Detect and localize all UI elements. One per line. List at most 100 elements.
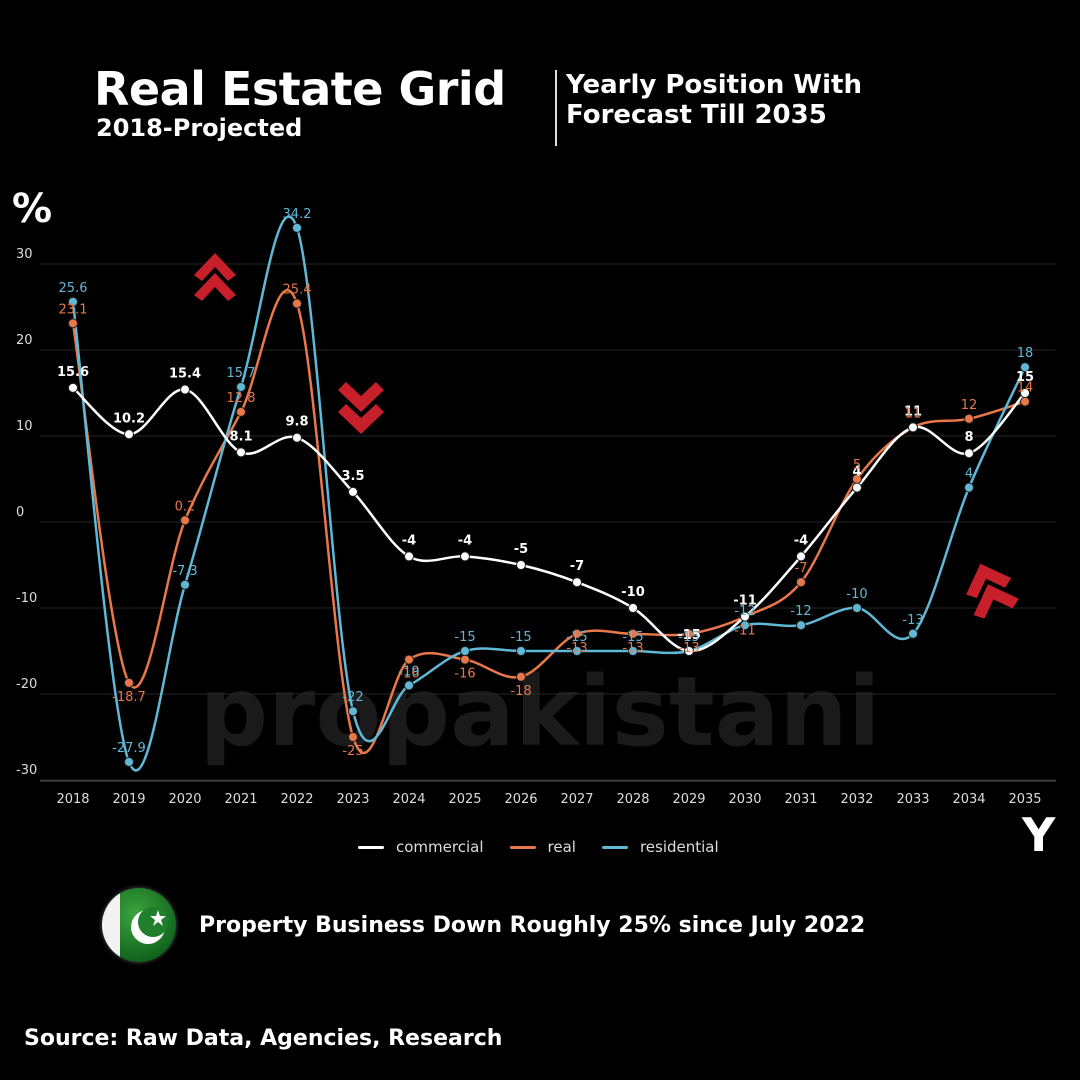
data-point-real: [796, 577, 806, 588]
data-point-commercial: [572, 577, 582, 588]
data-label-commercial: 15.6: [57, 365, 89, 380]
data-label-residential: 18: [1017, 346, 1034, 361]
x-tick-label: 2021: [224, 792, 257, 807]
x-tick-label: 2019: [112, 792, 145, 807]
data-label-residential: -19: [398, 664, 419, 679]
data-label-commercial: 8: [964, 430, 973, 445]
title-divider: [555, 70, 557, 146]
data-label-commercial: 9.8: [285, 415, 308, 430]
watermark: propakistani: [199, 656, 880, 768]
legend-swatch-residential: [601, 845, 628, 849]
x-tick-label: 2018: [56, 792, 89, 807]
data-label-real: -13: [622, 641, 643, 656]
data-label-residential: -15: [678, 630, 699, 645]
tagline: Property Business Down Roughly 25% since…: [199, 913, 866, 938]
data-label-real: 25.4: [283, 283, 312, 298]
data-point-commercial: [852, 482, 862, 493]
data-label-residential: -12: [734, 604, 755, 619]
data-label-real: -25: [342, 744, 363, 759]
chart-subtitle: 2018-Projected: [96, 114, 303, 142]
data-point-commercial: [236, 447, 246, 458]
data-label-residential: -12: [790, 604, 811, 619]
data-point-real: [684, 628, 694, 639]
data-label-residential: -22: [342, 690, 363, 705]
data-label-real: 12: [961, 398, 978, 413]
x-tick-label: 2023: [336, 792, 369, 807]
data-label-residential: -15: [622, 630, 643, 645]
side-title: Yearly Position With Forecast Till 2035: [566, 70, 862, 130]
data-label-residential: 34.2: [283, 207, 312, 222]
data-point-residential: [908, 628, 918, 639]
x-tick-label: 2020: [168, 792, 201, 807]
data-label-commercial: -11: [733, 594, 757, 609]
legend-label-real: real: [547, 838, 576, 856]
data-point-commercial: [628, 603, 638, 613]
data-label-residential: -27.9: [112, 741, 146, 756]
data-label-real: 5: [853, 458, 861, 473]
arrow-up-icon: [194, 253, 236, 301]
data-point-commercial: [124, 429, 134, 440]
x-tick-label: 2035: [1008, 792, 1041, 807]
data-point-residential: [572, 646, 582, 656]
data-point-real: [292, 298, 302, 309]
data-point-commercial: [964, 448, 974, 459]
data-label-commercial: -4: [402, 533, 416, 548]
data-label-commercial: -15: [677, 628, 701, 643]
data-label-commercial: -10: [621, 585, 645, 600]
data-point-commercial: [404, 551, 414, 562]
data-point-commercial: [740, 611, 750, 622]
x-tick-label: 2032: [840, 792, 873, 807]
data-point-residential: [68, 296, 78, 307]
data-label-commercial: 4: [852, 465, 861, 480]
x-tick-label: 2022: [280, 792, 313, 807]
data-label-commercial: 3.5: [341, 469, 364, 484]
x-tick-label: 2025: [448, 792, 481, 807]
chart-legend: commercial real residential: [358, 838, 719, 856]
data-label-commercial: -5: [514, 542, 528, 557]
data-label-residential: -7.3: [172, 564, 197, 579]
pakistan-flag-icon: [102, 888, 176, 962]
data-label-real: -18: [510, 684, 531, 699]
data-point-commercial: [292, 432, 302, 443]
data-label-residential: -15: [454, 630, 475, 645]
side-title-line-2: Forecast Till 2035: [566, 100, 827, 130]
data-point-commercial: [684, 646, 694, 656]
legend-label-residential: residential: [639, 838, 719, 856]
legend-label-commercial: commercial: [396, 838, 484, 856]
series-line-commercial: [72, 386, 1026, 653]
data-point-real: [124, 677, 134, 688]
data-point-commercial: [460, 551, 470, 562]
data-point-residential: [516, 646, 526, 656]
x-tick-label: 2029: [672, 792, 705, 807]
y-tick-label: -20: [16, 677, 37, 692]
y-tick-label: 30: [16, 247, 33, 262]
data-point-real: [236, 406, 246, 417]
series-line-real: [71, 289, 1026, 755]
data-point-real: [404, 654, 414, 665]
legend-swatch-real: [509, 845, 536, 849]
y-tick-label: 20: [16, 333, 33, 348]
data-point-residential: [124, 756, 134, 767]
data-point-commercial: [348, 486, 358, 497]
data-point-commercial: [68, 382, 78, 393]
arrow-down-icon: [338, 382, 384, 434]
data-label-commercial: -4: [458, 533, 472, 548]
y-tick-label: -10: [16, 591, 37, 606]
data-label-residential: -10: [846, 587, 867, 602]
data-label-real: -13: [566, 641, 587, 656]
data-point-commercial: [1020, 388, 1030, 398]
data-label-real: -18.7: [112, 690, 146, 705]
data-point-commercial: [180, 384, 190, 395]
data-label-commercial: 15: [1016, 370, 1034, 385]
data-point-real: [516, 671, 526, 682]
y-tick-label: 0: [16, 505, 24, 520]
x-tick-label: 2028: [616, 792, 649, 807]
x-tick-label: 2031: [784, 792, 817, 807]
legend-item-residential: residential: [601, 838, 719, 856]
x-tick-label: 2030: [728, 792, 761, 807]
data-point-real: [460, 654, 470, 665]
data-label-commercial: -7: [570, 559, 584, 574]
x-tick-label: 2034: [952, 792, 985, 807]
data-label-residential: -15: [510, 630, 531, 645]
